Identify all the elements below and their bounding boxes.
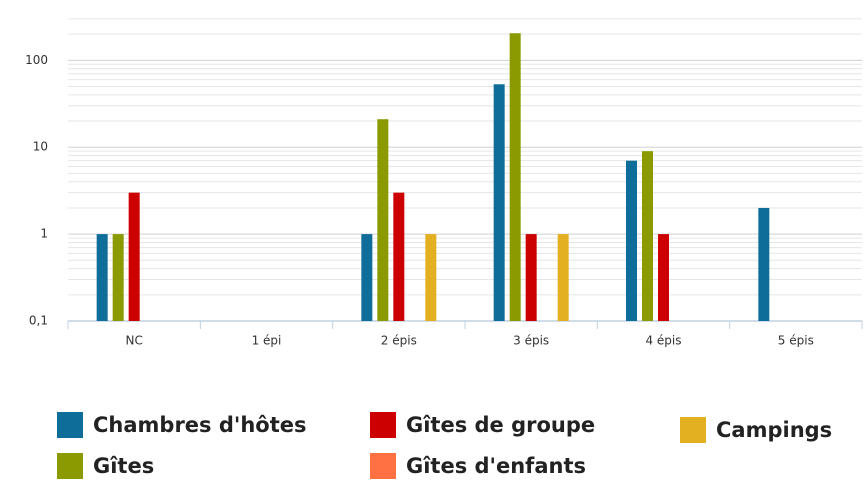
legend-swatch [57,412,83,438]
bar [493,84,505,321]
bar [525,234,537,321]
y-tick-label: 10 [33,140,48,154]
bar [425,234,437,321]
legend-swatch [680,417,706,443]
legend-label: Gîtes de groupe [406,413,595,437]
legend-swatch [370,453,396,479]
legend-label: Gîtes d'enfants [406,454,586,478]
legend-label: Gîtes [93,454,154,478]
bar [361,234,373,321]
bar [377,119,389,322]
x-tick-label: 2 épis [381,334,417,348]
legend-swatch [57,453,83,479]
bar [128,192,140,321]
bar [509,33,521,321]
x-tick-label: NC [125,334,142,348]
bar [758,207,770,321]
bar [626,160,637,321]
y-tick-label: 1 [40,227,48,241]
x-tick-label: 1 épi [252,334,282,348]
bar [557,234,569,321]
bar [96,234,108,321]
bar [112,234,124,321]
bar [393,192,405,321]
legend-swatch [370,412,396,438]
bar [658,234,669,321]
x-tick-label: 4 épis [645,334,681,348]
legend-label: Campings [716,418,832,442]
y-tick-label: 0,1 [29,314,48,328]
legend-label: Chambres d'hôtes [93,413,306,437]
x-tick-label: 3 épis [513,334,549,348]
bar [642,151,653,321]
x-tick-label: 5 épis [778,334,814,348]
y-tick-label: 100 [25,53,48,67]
